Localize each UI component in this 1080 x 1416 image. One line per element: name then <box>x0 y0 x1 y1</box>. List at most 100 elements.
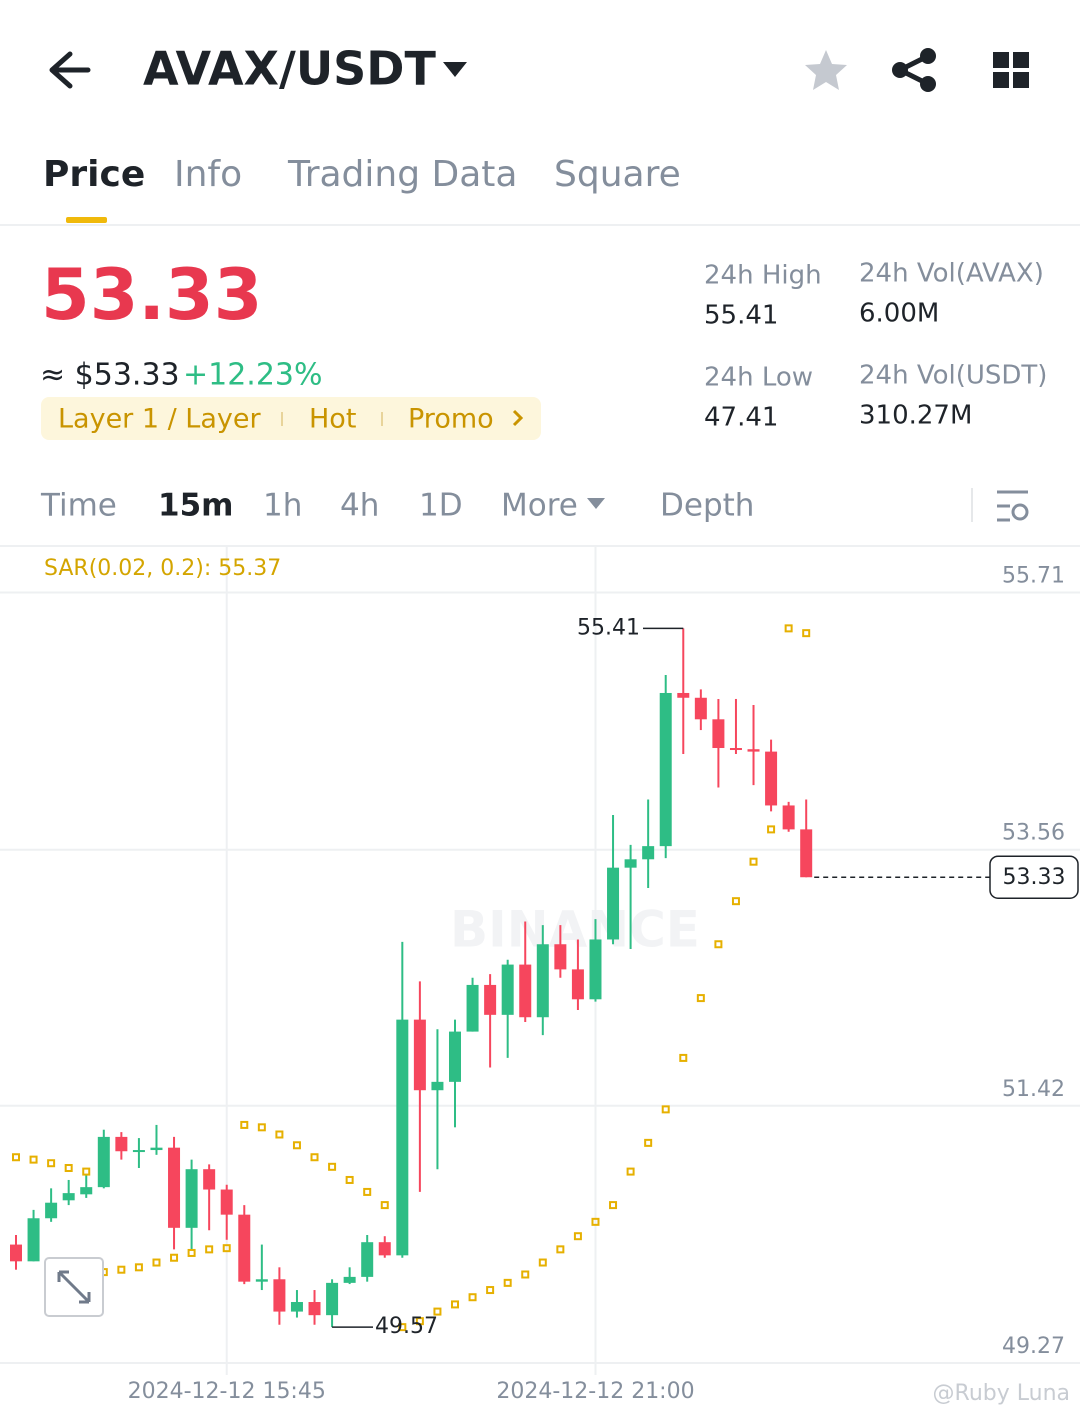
sar-dot <box>538 1258 547 1267</box>
candle-body <box>712 719 725 749</box>
sar-dot <box>257 1123 266 1132</box>
sar-dot <box>275 1130 284 1139</box>
candle-body <box>396 1019 409 1256</box>
sar-dot <box>451 1300 459 1309</box>
candle-body <box>624 859 637 868</box>
candle-body <box>536 944 549 1018</box>
sar-dot <box>731 897 740 906</box>
candle-body <box>10 1244 22 1262</box>
candle-body <box>571 969 584 1000</box>
candle-body <box>62 1193 75 1201</box>
stat-value: 6.00M <box>859 299 939 329</box>
back-button[interactable] <box>49 51 91 89</box>
candle-body <box>185 1169 198 1228</box>
candle-body <box>97 1136 110 1188</box>
tag[interactable]: Layer 1 / Layer <box>58 404 261 435</box>
tab[interactable]: Square <box>554 154 681 195</box>
pair-title[interactable]: AVAX/USDT <box>143 42 436 96</box>
stat-value: 47.41 <box>704 403 778 433</box>
high-marker: 55.41 <box>577 615 640 640</box>
pair-dropdown[interactable] <box>443 62 467 77</box>
sar-dot <box>398 1323 407 1332</box>
stat-label: 24h High <box>704 261 822 291</box>
tab[interactable]: Price <box>43 154 145 195</box>
candle-body <box>290 1302 303 1312</box>
sar-dot <box>152 1258 161 1267</box>
sar-dot <box>503 1278 512 1287</box>
x-tick-label: 2024-12-12 15:45 <box>128 1379 326 1404</box>
candle-body <box>431 1081 444 1091</box>
x-tick-label: 2024-12-12 21:00 <box>496 1379 694 1404</box>
last-price: 53.33 <box>41 254 262 336</box>
sar-dot <box>802 629 811 638</box>
chart-settings-icon[interactable] <box>997 490 1029 522</box>
indicator-label: SAR(0.02, 0.2): 55.37 <box>44 556 281 581</box>
sar-dot <box>521 1270 530 1279</box>
interval[interactable]: 4h <box>340 488 379 524</box>
price-change: +12.23% <box>183 358 323 393</box>
share-icon[interactable] <box>892 48 936 92</box>
interval[interactable]: Time <box>40 488 117 524</box>
candle-body <box>150 1147 163 1151</box>
candle-body <box>168 1147 181 1228</box>
candle-body <box>220 1189 233 1215</box>
candle-body <box>659 692 672 847</box>
sar-dot <box>415 1317 424 1326</box>
candle-body <box>589 939 602 1000</box>
chevron <box>512 409 524 427</box>
stat-value: 55.41 <box>704 301 778 331</box>
interval[interactable]: Depth <box>660 488 754 524</box>
sar-dot <box>328 1162 337 1171</box>
tab-indicator <box>66 217 107 223</box>
sar-dot <box>345 1175 354 1184</box>
more-caret[interactable] <box>587 498 605 509</box>
sar-dot <box>205 1245 214 1254</box>
sar-dot <box>626 1167 635 1176</box>
candle-body <box>238 1214 251 1282</box>
candle-body <box>361 1242 374 1277</box>
candle-body <box>484 984 497 1015</box>
y-tick-label: 49.27 <box>1002 1334 1065 1359</box>
candle-body <box>519 964 532 1018</box>
sar-dot <box>644 1138 653 1147</box>
interval[interactable]: 15m <box>158 488 233 524</box>
last-price-box <box>989 855 1079 899</box>
fullscreen-icon <box>57 1270 91 1304</box>
candle-body <box>677 692 690 698</box>
tag[interactable]: Promo <box>408 404 494 435</box>
stat-label: 24h Low <box>704 363 813 393</box>
candle-body <box>413 1019 426 1091</box>
candle-body <box>501 964 514 1015</box>
sar-dot <box>661 1105 670 1114</box>
sar-dot <box>187 1248 196 1257</box>
candle-body <box>45 1202 58 1219</box>
candle-body <box>132 1150 145 1153</box>
candle-body <box>466 984 479 1032</box>
sar-dot <box>12 1153 20 1162</box>
sar-dot <box>679 1053 688 1062</box>
favorite-icon[interactable] <box>805 50 847 90</box>
tab[interactable]: Trading Data <box>287 154 517 195</box>
grid-menu-icon[interactable] <box>993 52 1029 88</box>
y-tick-label: 53.56 <box>1002 821 1065 846</box>
sar-dot <box>64 1164 73 1172</box>
y-tick-label: 51.42 <box>1002 1077 1065 1102</box>
tag[interactable]: Hot <box>309 404 356 435</box>
interval[interactable]: 1h <box>263 488 302 524</box>
sar-dot <box>363 1187 372 1196</box>
interval[interactable]: 1D <box>419 488 463 524</box>
interval[interactable]: More <box>501 488 578 524</box>
sar-dot <box>556 1245 565 1254</box>
sar-dot <box>310 1153 319 1162</box>
tab[interactable]: Info <box>174 154 242 195</box>
sar-dot <box>222 1244 231 1253</box>
candle-body <box>554 944 567 970</box>
sar-dot <box>573 1232 582 1241</box>
candle-body <box>378 1242 391 1256</box>
sar-dot <box>767 825 776 834</box>
sar-dot <box>714 940 723 949</box>
sar-dot <box>591 1217 600 1226</box>
sar-dot <box>784 624 793 633</box>
candle-body <box>782 805 795 830</box>
